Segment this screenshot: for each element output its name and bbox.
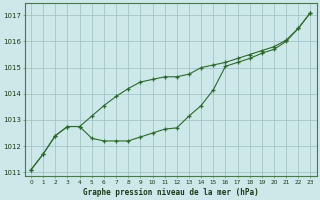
X-axis label: Graphe pression niveau de la mer (hPa): Graphe pression niveau de la mer (hPa) <box>83 188 259 197</box>
